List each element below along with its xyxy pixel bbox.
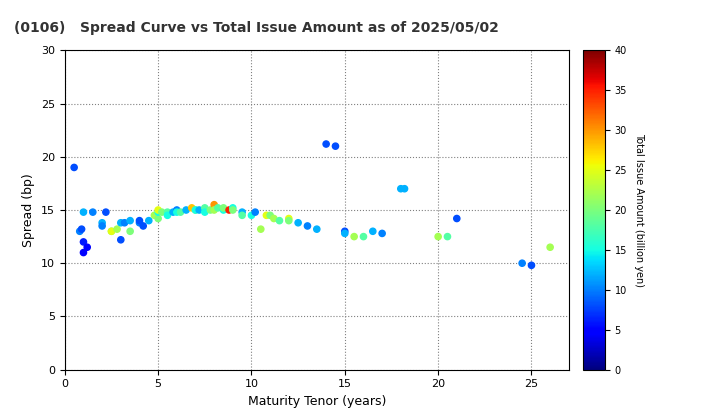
Point (156, 209, 168, 215)
Point (433, 233, 444, 240)
Point (217, 205, 229, 211)
Point (377, 230, 388, 237)
Point (302, 223, 313, 229)
Point (227, 207, 238, 213)
Point (399, 185, 410, 192)
Y-axis label: Total Issue Amount (billion yen): Total Issue Amount (billion yen) (634, 133, 644, 287)
Point (96, 219, 108, 226)
Point (283, 217, 294, 224)
Point (339, 228, 351, 235)
Point (112, 226, 123, 233)
Y-axis label: Spread (bp): Spread (bp) (22, 173, 35, 247)
X-axis label: Maturity Tenor (years): Maturity Tenor (years) (248, 395, 386, 408)
Point (451, 215, 462, 222)
Point (544, 244, 556, 251)
Point (208, 207, 220, 213)
Point (441, 233, 453, 240)
Point (175, 209, 186, 215)
Text: (0106)   Spread Curve vs Total Issue Amount as of 2025/05/02: (0106) Spread Curve vs Total Issue Amoun… (14, 21, 499, 35)
Point (358, 233, 369, 240)
Point (186, 205, 197, 211)
Point (268, 215, 279, 222)
Point (106, 228, 117, 235)
Point (516, 260, 528, 267)
Point (78, 249, 89, 256)
Point (255, 226, 266, 233)
Point (204, 207, 216, 213)
Point (138, 223, 149, 229)
Point (283, 215, 294, 222)
Point (249, 209, 261, 215)
Point (264, 212, 276, 219)
Point (162, 209, 174, 215)
Point (78, 239, 89, 245)
Point (119, 219, 130, 226)
Point (125, 228, 136, 235)
Point (167, 209, 179, 215)
Point (348, 233, 360, 240)
Point (68, 164, 80, 171)
Point (96, 223, 108, 229)
Point (134, 219, 145, 226)
Point (227, 205, 238, 211)
Point (115, 236, 127, 243)
Point (199, 209, 210, 215)
Point (78, 209, 89, 215)
Point (199, 205, 210, 211)
Point (330, 143, 341, 150)
Point (171, 209, 183, 215)
Point (339, 230, 351, 237)
Point (87, 209, 99, 215)
Point (171, 207, 183, 213)
Point (153, 209, 164, 215)
Point (115, 219, 127, 226)
Point (143, 217, 155, 224)
Point (181, 207, 192, 213)
Point (246, 212, 257, 219)
Point (100, 209, 112, 215)
Point (212, 205, 224, 211)
Point (208, 201, 220, 208)
Point (217, 207, 229, 213)
Point (76, 226, 87, 233)
Point (148, 212, 160, 219)
Point (106, 228, 117, 235)
Point (367, 228, 379, 235)
Point (134, 217, 145, 224)
Point (189, 207, 201, 213)
Point (320, 141, 332, 147)
Point (223, 207, 235, 213)
Point (162, 212, 174, 219)
Point (81, 244, 93, 251)
Point (236, 212, 248, 219)
Point (395, 185, 407, 192)
Point (311, 226, 323, 233)
Point (236, 209, 248, 215)
Point (526, 262, 537, 269)
Point (261, 212, 272, 219)
Point (74, 228, 86, 235)
Point (125, 217, 136, 224)
Point (194, 207, 205, 213)
Point (189, 207, 201, 213)
Point (274, 217, 285, 224)
Point (153, 207, 164, 213)
Point (153, 215, 164, 222)
Point (292, 219, 304, 226)
